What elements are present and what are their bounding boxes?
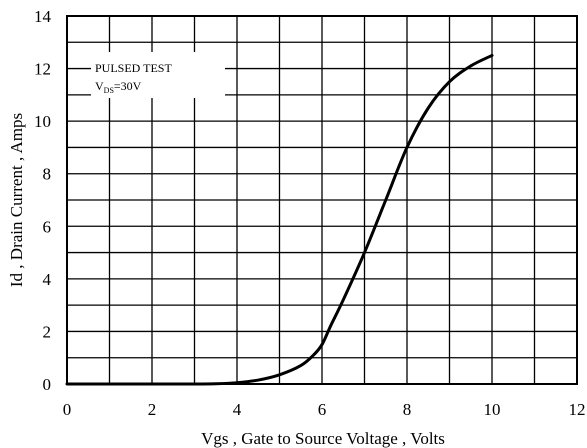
x-tick-label: 4 [233, 400, 242, 419]
x-tick-label: 0 [63, 400, 72, 419]
y-tick-label: 4 [43, 270, 52, 289]
y-tick-label: 14 [34, 7, 52, 26]
y-axis-title: Id , Drain Current , Amps [7, 113, 26, 287]
y-tick-label: 2 [43, 322, 52, 341]
annotation-box [91, 52, 225, 98]
x-tick-label: 6 [318, 400, 327, 419]
annotation-subscript: DS [104, 86, 114, 95]
x-tick-label: 2 [148, 400, 157, 419]
annotation-line-2: VDS=30V [95, 79, 142, 95]
x-axis-title: Vgs , Gate to Source Voltage , Volts [201, 429, 445, 448]
y-tick-label: 6 [43, 217, 52, 236]
y-tick-label: 8 [43, 165, 52, 184]
annotation-line-1: PULSED TEST [95, 61, 172, 75]
x-tick-label: 12 [569, 400, 586, 419]
x-tick-labels: 0 2 4 6 8 10 12 [63, 400, 586, 419]
x-tick-label: 10 [484, 400, 501, 419]
y-tick-labels: 0 2 4 6 8 10 12 14 [34, 7, 52, 394]
pulsed-test-annotation: PULSED TEST VDS=30V [91, 52, 225, 98]
annotation-v: V [95, 79, 104, 93]
drain-current-curve [65, 53, 494, 386]
plot-frame [66, 15, 578, 385]
x-tick-label: 8 [403, 400, 412, 419]
grid [67, 16, 577, 384]
y-tick-label: 0 [43, 375, 52, 394]
annotation-value: =30V [114, 79, 142, 93]
y-tick-label: 12 [34, 60, 51, 79]
y-tick-label: 10 [34, 112, 51, 131]
